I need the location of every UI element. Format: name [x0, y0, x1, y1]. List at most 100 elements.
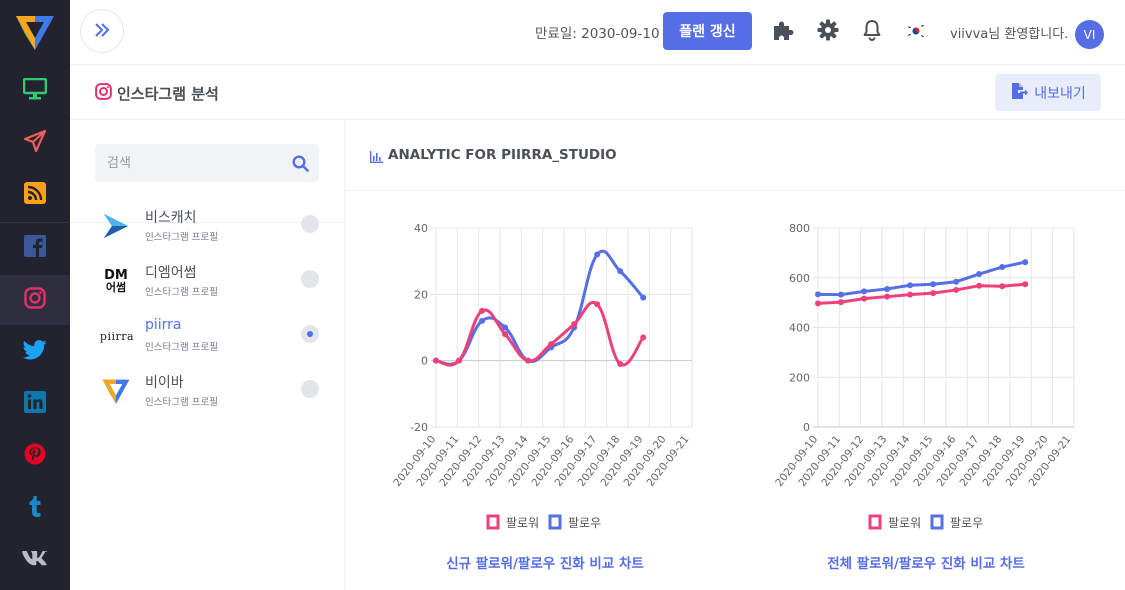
logo-text: piirra	[99, 329, 135, 343]
profile-radio[interactable]	[301, 215, 319, 233]
data-point	[571, 321, 578, 328]
sidebar-item-twitter[interactable]	[0, 327, 70, 377]
series-line	[435, 301, 645, 367]
profile-logo-biscatch	[99, 209, 133, 243]
new-followers-chart: -20020402020-09-102020-09-112020-09-1220…	[391, 222, 693, 530]
y-tick-label: 40	[414, 222, 428, 235]
app-logo[interactable]	[14, 12, 56, 52]
profile-radio[interactable]	[301, 270, 319, 288]
data-point	[907, 291, 914, 298]
data-point	[953, 278, 960, 285]
sidebar	[0, 0, 70, 590]
data-point	[861, 288, 868, 295]
top-header: 만료일: 2030-09-10 플랜 갱신 viivva님 환영합니다. VI	[70, 0, 1125, 65]
instagram-icon	[24, 287, 46, 313]
data-point	[861, 295, 868, 302]
y-tick-label: 400	[789, 322, 810, 335]
sidebar-item-tumblr[interactable]	[0, 483, 70, 533]
plan-expiry-text: 만료일: 2030-09-10	[535, 26, 660, 42]
rss-icon	[24, 182, 46, 208]
extensions-button[interactable]	[772, 20, 796, 44]
legend-label: 팔로우	[950, 516, 983, 530]
legend-label: 팔로워	[888, 516, 921, 530]
data-point	[999, 264, 1006, 271]
sidebar-divider	[0, 222, 70, 223]
bar-chart-icon	[370, 148, 383, 167]
page-title: 인스타그램 분석	[117, 85, 219, 103]
data-point	[838, 291, 845, 298]
data-point	[953, 286, 960, 293]
legend-swatch	[486, 514, 500, 530]
profile-item[interactable]: piirra piirra 인스타그램 프로필	[95, 317, 330, 363]
data-point	[930, 290, 937, 297]
welcome-text: viivva님 환영합니다.	[950, 27, 1069, 42]
settings-button[interactable]	[816, 19, 840, 45]
user-avatar[interactable]: VI	[1075, 20, 1104, 49]
data-point	[999, 283, 1006, 290]
sidebar-item-vk[interactable]	[0, 535, 70, 585]
data-point	[930, 281, 937, 288]
sidebar-item-monitor[interactable]	[0, 66, 70, 116]
y-tick-label: 600	[789, 272, 810, 285]
y-tick-label: 200	[789, 371, 810, 384]
chart-caption: 전체 팔로워/팔로우 진화 비교 차트	[827, 556, 1025, 572]
renew-plan-button[interactable]: 플랜 갱신	[663, 12, 752, 50]
sidebar-item-facebook[interactable]	[0, 223, 70, 273]
data-point	[617, 360, 624, 367]
profile-item[interactable]: 비스캐치 인스타그램 프로필	[95, 207, 330, 253]
profile-name: 디엠어썸	[145, 265, 197, 281]
language-button[interactable]	[904, 20, 928, 44]
data-point	[617, 268, 624, 275]
instagram-icon	[95, 83, 112, 104]
paper-plane-icon	[23, 129, 47, 157]
data-point	[456, 357, 463, 364]
data-point	[548, 341, 555, 348]
korea-flag-icon	[906, 23, 926, 42]
data-point	[594, 301, 601, 308]
series-line	[817, 260, 1026, 297]
data-point	[976, 282, 983, 289]
data-point	[976, 271, 983, 278]
tumblr-icon	[27, 495, 43, 521]
profile-radio[interactable]	[301, 380, 319, 398]
sidebar-item-linkedin[interactable]	[0, 379, 70, 429]
sidebar-item-publish[interactable]	[0, 118, 70, 168]
profile-radio-selected[interactable]	[301, 325, 319, 343]
legend-label: 팔로워	[506, 516, 539, 530]
data-point	[479, 317, 486, 324]
notifications-button[interactable]	[860, 20, 884, 44]
radio-dot	[307, 331, 313, 337]
facebook-icon	[24, 235, 46, 261]
legend-swatch	[548, 514, 562, 530]
gear-icon	[817, 19, 839, 45]
sidebar-item-instagram[interactable]	[0, 275, 70, 325]
export-button[interactable]: 내보내기	[995, 74, 1101, 111]
double-chevron-right-icon	[94, 22, 110, 41]
profile-name: piirra	[145, 317, 182, 333]
y-tick-label: 0	[421, 355, 428, 368]
logo-text: 어썸	[105, 281, 127, 294]
sidebar-toggle-button[interactable]	[80, 9, 124, 53]
y-tick-label: 0	[803, 421, 810, 434]
search-box	[95, 144, 319, 182]
search-icon[interactable]	[292, 155, 309, 176]
profile-subtitle: 인스타그램 프로필	[145, 232, 218, 243]
data-point	[594, 251, 601, 258]
data-point	[907, 282, 914, 289]
search-input[interactable]	[95, 144, 285, 182]
profile-item[interactable]: 비이바 인스타그램 프로필	[95, 372, 330, 418]
file-export-icon	[1010, 82, 1029, 104]
sidebar-item-pinterest[interactable]	[0, 431, 70, 481]
data-point	[479, 307, 486, 314]
data-point	[838, 299, 845, 306]
legend-swatch	[868, 514, 882, 530]
legend-label: 팔로우	[568, 516, 601, 530]
profile-item[interactable]: DM 어썸 디엠어썸 인스타그램 프로필	[95, 262, 330, 308]
y-tick-label: 20	[414, 288, 428, 301]
linkedin-icon	[24, 391, 46, 417]
data-point	[640, 334, 647, 341]
sidebar-item-rss[interactable]	[0, 170, 70, 220]
profile-list-panel: 비스캐치 인스타그램 프로필 DM 어썸 디엠어썸 인스타그램 프로필 piir…	[70, 121, 345, 590]
monitor-icon	[22, 77, 48, 104]
